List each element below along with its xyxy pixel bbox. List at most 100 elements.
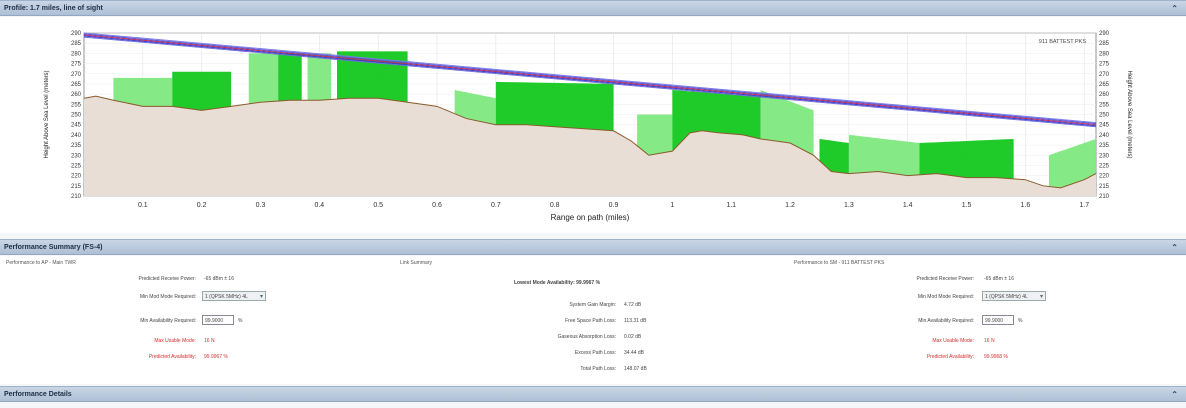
- y-tick-label-left: 275: [71, 62, 82, 68]
- performance-summary-title: Performance Summary (FS-4): [4, 244, 103, 251]
- link-summary-title: Link Summary: [400, 260, 432, 266]
- y-tick-label-right: 275: [1099, 62, 1110, 68]
- predicted-availability-value: 99.9967 %: [204, 354, 228, 360]
- los-line: [83, 35, 1097, 127]
- profile-chart-svg: 0.1 0.2 0.3 0.4 0.5 0.6 0.7 0.8 0.9 1 1.1 1.2 1.3 1.4…: [44, 31, 1132, 222]
- collapse-chevron-icon[interactable]: ⌃: [1171, 243, 1178, 252]
- y-tick-label-right: 215: [1099, 184, 1110, 190]
- y-tick-label-right: 280: [1099, 51, 1110, 57]
- y-tick-label-right: 210: [1099, 194, 1110, 200]
- x-tick-label: 0.3: [256, 202, 266, 209]
- clutter-segment: [819, 138, 849, 174]
- x-tick-label: 0.2: [197, 202, 207, 209]
- gaseous-label: Gaseous Absorption Loss:: [557, 334, 616, 340]
- x-tick-label: 1.7: [1079, 202, 1089, 209]
- min-mod-select[interactable]: 1 (QPSK 5MHz) 4L: [202, 291, 266, 302]
- site-b-title: Performance to SM - 911 BATTEST PKS: [794, 260, 885, 266]
- x-tick-label: 1.3: [844, 202, 854, 209]
- performance-summary-panel: Performance to AP - Main TWR Predicted R…: [0, 256, 1186, 384]
- gaseous-value: 0.02 dB: [624, 334, 642, 340]
- clutter-segment: [672, 90, 761, 152]
- free-space-label: Free Space Path Loss:: [565, 318, 616, 324]
- receive-power-value: -65 dBm ± 16: [204, 276, 234, 282]
- y-tick-label-left: 250: [71, 113, 82, 119]
- system-gain-label: System Gain Margin:: [569, 302, 616, 308]
- x-tick-label: 0.7: [491, 202, 501, 209]
- profile-section-header[interactable]: Profile: 1.7 miles, line of sight ⌃: [0, 0, 1186, 16]
- los-line: [83, 36, 1097, 128]
- x-tick-label: 1.2: [785, 202, 795, 209]
- collapse-chevron-icon[interactable]: ⌃: [1171, 390, 1178, 399]
- y-tick-label-left: 225: [71, 163, 82, 169]
- x-axis-label: Range on path (miles): [551, 213, 630, 222]
- min-availability-input[interactable]: 99.9000: [982, 315, 1014, 325]
- predicted-availability-value: 99.9968 %: [984, 354, 1008, 360]
- profile-chart: 0.1 0.2 0.3 0.4 0.5 0.6 0.7 0.8 0.9 1 1.1 1.2 1.3 1.4…: [0, 17, 1186, 233]
- y-tick-label-left: 260: [71, 92, 82, 98]
- y-tick-label-right: 220: [1099, 174, 1110, 180]
- y-tick-label-right: 265: [1099, 82, 1110, 88]
- y-tick-label-right: 250: [1099, 113, 1110, 119]
- predicted-availability-label: Predicted Availability:: [148, 354, 196, 360]
- min-availability-unit: %: [238, 318, 243, 324]
- y-tick-label-right: 285: [1099, 41, 1110, 47]
- total-path-label: Total Path Loss:: [580, 366, 616, 372]
- y-tick-label-left: 235: [71, 143, 82, 149]
- x-tick-label: 0.4: [314, 202, 324, 209]
- y-tick-label-right: 270: [1099, 72, 1110, 78]
- y-tick-label-right: 290: [1099, 31, 1110, 37]
- receive-power-label: Predicted Receive Power:: [916, 276, 974, 282]
- excess-path-label: Excess Path Loss:: [574, 350, 616, 356]
- y-tick-label-left: 220: [71, 174, 82, 180]
- min-availability-label: Min Availability Required:: [140, 318, 196, 324]
- clutter-segment: [307, 53, 332, 101]
- site-a-performance: Performance to AP - Main TWR Predicted R…: [6, 260, 386, 380]
- clutter-segment: [848, 134, 920, 176]
- site-b-performance: Performance to SM - 911 BATTEST PKS Pred…: [794, 260, 1174, 380]
- performance-summary-header[interactable]: Performance Summary (FS-4) ⌃: [0, 239, 1186, 255]
- y-axis-label-left: Height Above Sea Level (meters): [44, 70, 50, 158]
- min-availability-label: Min Availability Required:: [918, 318, 974, 324]
- y-tick-label-left: 290: [71, 31, 82, 37]
- y-tick-label-left: 280: [71, 51, 82, 57]
- receive-power-value: -65 dBm ± 16: [984, 276, 1014, 282]
- x-tick-label: 0.1: [138, 202, 148, 209]
- y-tick-label-left: 210: [71, 194, 82, 200]
- y-tick-label-left: 265: [71, 82, 82, 88]
- clutter-segment: [919, 138, 1014, 179]
- performance-details-title: Performance Details: [4, 391, 72, 398]
- receive-power-label: Predicted Receive Power:: [138, 276, 196, 282]
- min-mod-select[interactable]: 1 (QPSK 5MHz) 4L: [982, 291, 1046, 302]
- min-availability-input[interactable]: 99.9000: [202, 315, 234, 325]
- clutter-segment: [454, 90, 496, 125]
- clutter-segment: [278, 53, 302, 102]
- clutter-segment: [495, 81, 614, 131]
- x-tick-label: 1: [670, 202, 674, 209]
- y-tick-label-left: 255: [71, 102, 82, 108]
- y-tick-label-left: 245: [71, 123, 82, 129]
- terrain-area: [84, 96, 1096, 196]
- system-gain-value: 4.72 dB: [624, 302, 642, 308]
- max-usable-value: 16 N: [204, 338, 215, 344]
- x-tick-label: 1.6: [1021, 202, 1031, 209]
- x-tick-label: 1.4: [903, 202, 913, 209]
- los-line: [83, 34, 1097, 126]
- y-tick-label-left: 215: [71, 184, 82, 190]
- y-tick-label-left: 285: [71, 41, 82, 47]
- x-tick-label: 0.5: [373, 202, 383, 209]
- free-space-value: 113.31 dB: [624, 318, 647, 324]
- max-usable-label: Max Usable Mode:: [932, 338, 974, 344]
- x-tick-label: 0.9: [609, 202, 619, 209]
- clutter-segment: [248, 53, 279, 104]
- performance-details-header[interactable]: Performance Details ⌃: [0, 386, 1186, 402]
- los-line: [83, 32, 1097, 124]
- min-availability-unit: %: [1018, 318, 1023, 324]
- max-usable-value: 16 N: [984, 338, 995, 344]
- x-tick-label: 0.6: [432, 202, 442, 209]
- clutter-segment: [1048, 138, 1096, 188]
- clutter-segment: [637, 114, 673, 156]
- site-a-title: Performance to AP - Main TWR: [6, 260, 76, 266]
- collapse-chevron-icon[interactable]: ⌃: [1171, 4, 1178, 13]
- min-mod-label: Min Mod Mode Required:: [917, 294, 974, 300]
- los-line: [83, 33, 1097, 125]
